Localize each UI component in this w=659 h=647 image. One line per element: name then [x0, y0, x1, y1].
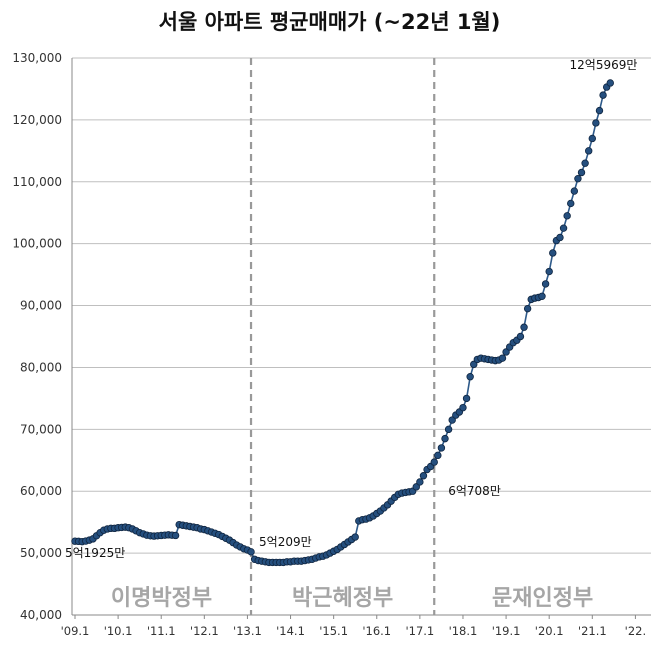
x-tick-label: '20.1	[535, 624, 564, 638]
data-point	[459, 403, 467, 412]
data-point	[171, 531, 180, 540]
y-tick-label: 120,000	[12, 113, 62, 127]
y-tick-label: 70,000	[20, 422, 62, 436]
data-point	[549, 249, 557, 257]
x-tick-label: '22.	[625, 624, 646, 638]
era-label: 박근혜정부	[292, 586, 393, 611]
data-point	[247, 548, 255, 556]
data-point	[570, 187, 579, 195]
data-annotation: 6억708만	[448, 484, 501, 498]
data-point	[563, 212, 571, 220]
data-point	[595, 106, 604, 115]
data-point	[419, 472, 428, 480]
data-point	[545, 267, 553, 276]
data-point	[412, 483, 420, 491]
data-annotation: 12억5969만	[570, 58, 638, 72]
y-tick-label: 110,000	[12, 175, 62, 189]
era-label: 이명박정부	[111, 586, 212, 611]
era-label: 문재인정부	[492, 586, 593, 611]
data-point	[441, 434, 449, 443]
x-tick-label: '21.1	[578, 624, 607, 638]
data-point	[574, 174, 582, 183]
data-annotation: 5억1925만	[65, 546, 125, 560]
data-point	[541, 280, 550, 288]
x-tick-label: '11.1	[147, 624, 176, 638]
data-point	[444, 425, 453, 434]
y-tick-label: 60,000	[20, 484, 62, 498]
x-tick-label: '18.1	[449, 624, 478, 638]
data-point	[466, 373, 474, 381]
data-point	[588, 134, 596, 143]
data-point	[559, 224, 568, 232]
x-tick-label: '12.1	[190, 624, 219, 638]
x-tick-label: '19.1	[492, 624, 521, 638]
chart-title: 서울 아파트 평균매매가 (~22년 1월)	[158, 10, 501, 34]
data-point	[585, 147, 593, 155]
x-tick-label: '16.1	[362, 624, 391, 638]
x-tick-label: '10.1	[104, 624, 133, 638]
data-point	[538, 292, 546, 300]
data-point	[556, 233, 564, 242]
y-tick-label: 90,000	[20, 299, 62, 313]
data-point	[523, 304, 532, 313]
data-point	[592, 119, 600, 127]
data-point	[462, 394, 471, 403]
data-point	[606, 79, 614, 87]
data-point	[567, 199, 575, 208]
data-point	[502, 348, 510, 356]
y-tick-label: 130,000	[12, 51, 62, 65]
data-point	[351, 533, 359, 541]
data-point	[416, 478, 424, 486]
data-point	[498, 354, 507, 362]
data-point	[430, 458, 438, 466]
data-point	[577, 168, 586, 177]
data-point	[448, 416, 456, 424]
data-point	[581, 159, 589, 167]
data-point	[516, 332, 525, 341]
data-annotation: 5억209만	[259, 535, 312, 549]
x-tick-label: '17.1	[405, 624, 434, 638]
y-tick-label: 80,000	[20, 360, 62, 374]
series-line	[74, 82, 611, 564]
data-point	[434, 451, 442, 460]
x-tick-label: '14.1	[276, 624, 305, 638]
data-point	[520, 323, 528, 331]
x-tick-label: '15.1	[319, 624, 348, 638]
data-point	[599, 91, 607, 99]
y-tick-label: 40,000	[20, 608, 62, 622]
data-point	[470, 360, 478, 369]
x-tick-label: '09.1	[61, 624, 90, 638]
data-point	[437, 444, 446, 452]
x-tick-label: '13.1	[233, 624, 262, 638]
y-tick-label: 50,000	[20, 546, 62, 560]
y-tick-label: 100,000	[12, 237, 62, 251]
